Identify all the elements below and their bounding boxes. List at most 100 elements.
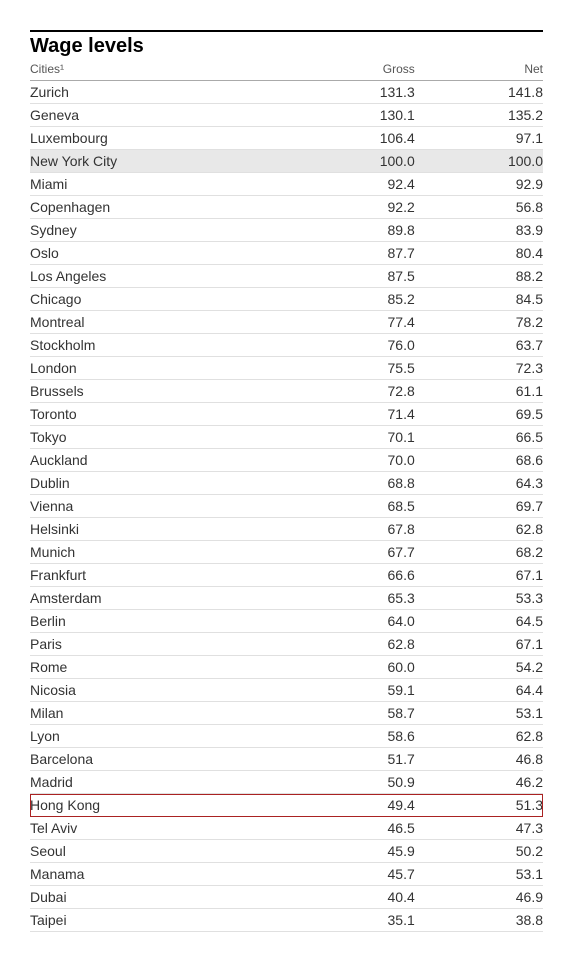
cell-city: Brussels — [30, 380, 287, 403]
cell-gross: 68.8 — [287, 472, 415, 495]
table-row: Oslo87.780.4 — [30, 242, 543, 265]
cell-gross: 77.4 — [287, 311, 415, 334]
cell-gross: 71.4 — [287, 403, 415, 426]
cell-city: Los Angeles — [30, 265, 287, 288]
cell-gross: 106.4 — [287, 127, 415, 150]
cell-gross: 67.7 — [287, 541, 415, 564]
cell-city: New York City — [30, 150, 287, 173]
table-row: Frankfurt66.667.1 — [30, 564, 543, 587]
cell-gross: 72.8 — [287, 380, 415, 403]
cell-gross: 64.0 — [287, 610, 415, 633]
table-row: Luxembourg106.497.1 — [30, 127, 543, 150]
cell-net: 64.3 — [415, 472, 543, 495]
cell-net: 64.5 — [415, 610, 543, 633]
table-row: Seoul45.950.2 — [30, 840, 543, 863]
col-header-net: Net — [415, 58, 543, 81]
table-header-row: Cities¹ Gross Net — [30, 58, 543, 81]
cell-gross: 75.5 — [287, 357, 415, 380]
table-row: Madrid50.946.2 — [30, 771, 543, 794]
table-row: Nicosia59.164.4 — [30, 679, 543, 702]
cell-city: Chicago — [30, 288, 287, 311]
cell-city: Paris — [30, 633, 287, 656]
cell-city: Nicosia — [30, 679, 287, 702]
cell-net: 100.0 — [415, 150, 543, 173]
table-row: Sydney89.883.9 — [30, 219, 543, 242]
table-row: Zurich131.3141.8 — [30, 81, 543, 104]
cell-net: 46.8 — [415, 748, 543, 771]
table-row: Copenhagen92.256.8 — [30, 196, 543, 219]
cell-city: Montreal — [30, 311, 287, 334]
cell-net: 80.4 — [415, 242, 543, 265]
cell-net: 38.8 — [415, 909, 543, 932]
cell-net: 141.8 — [415, 81, 543, 104]
cell-city: Lyon — [30, 725, 287, 748]
col-header-gross: Gross — [287, 58, 415, 81]
cell-net: 64.4 — [415, 679, 543, 702]
table-row: Brussels72.861.1 — [30, 380, 543, 403]
cell-gross: 45.9 — [287, 840, 415, 863]
cell-city: Sydney — [30, 219, 287, 242]
table-row: Los Angeles87.588.2 — [30, 265, 543, 288]
cell-gross: 85.2 — [287, 288, 415, 311]
table-title: Wage levels — [30, 30, 543, 58]
table-row: New York City100.0100.0 — [30, 150, 543, 173]
cell-gross: 87.5 — [287, 265, 415, 288]
table-row: Auckland70.068.6 — [30, 449, 543, 472]
table-row: Rome60.054.2 — [30, 656, 543, 679]
table-body: Zurich131.3141.8Geneva130.1135.2Luxembou… — [30, 81, 543, 932]
cell-gross: 92.4 — [287, 173, 415, 196]
cell-city: Berlin — [30, 610, 287, 633]
cell-gross: 65.3 — [287, 587, 415, 610]
table-row: Geneva130.1135.2 — [30, 104, 543, 127]
cell-net: 84.5 — [415, 288, 543, 311]
col-header-city: Cities¹ — [30, 58, 287, 81]
cell-gross: 60.0 — [287, 656, 415, 679]
cell-net: 46.9 — [415, 886, 543, 909]
cell-gross: 66.6 — [287, 564, 415, 587]
cell-city: Seoul — [30, 840, 287, 863]
cell-net: 62.8 — [415, 518, 543, 541]
cell-city: Auckland — [30, 449, 287, 472]
table-row: Dubai40.446.9 — [30, 886, 543, 909]
cell-net: 68.6 — [415, 449, 543, 472]
cell-city: Miami — [30, 173, 287, 196]
cell-net: 50.2 — [415, 840, 543, 863]
cell-net: 53.3 — [415, 587, 543, 610]
cell-city: Barcelona — [30, 748, 287, 771]
cell-gross: 45.7 — [287, 863, 415, 886]
table-row: Toronto71.469.5 — [30, 403, 543, 426]
cell-gross: 51.7 — [287, 748, 415, 771]
cell-city: Rome — [30, 656, 287, 679]
table-row: Hong Kong49.451.3 — [30, 794, 543, 817]
cell-gross: 131.3 — [287, 81, 415, 104]
table-row: Lyon58.662.8 — [30, 725, 543, 748]
cell-city: Taipei — [30, 909, 287, 932]
cell-city: Helsinki — [30, 518, 287, 541]
cell-net: 135.2 — [415, 104, 543, 127]
cell-city: Frankfurt — [30, 564, 287, 587]
cell-gross: 62.8 — [287, 633, 415, 656]
cell-gross: 46.5 — [287, 817, 415, 840]
table-row: Paris62.867.1 — [30, 633, 543, 656]
table-row: Dublin68.864.3 — [30, 472, 543, 495]
cell-net: 53.1 — [415, 863, 543, 886]
cell-gross: 35.1 — [287, 909, 415, 932]
cell-gross: 59.1 — [287, 679, 415, 702]
table-row: Vienna68.569.7 — [30, 495, 543, 518]
cell-net: 97.1 — [415, 127, 543, 150]
table-row: Montreal77.478.2 — [30, 311, 543, 334]
cell-city: Amsterdam — [30, 587, 287, 610]
cell-net: 83.9 — [415, 219, 543, 242]
cell-net: 67.1 — [415, 633, 543, 656]
cell-city: Dubai — [30, 886, 287, 909]
cell-net: 54.2 — [415, 656, 543, 679]
cell-city: Manama — [30, 863, 287, 886]
cell-city: Vienna — [30, 495, 287, 518]
cell-gross: 130.1 — [287, 104, 415, 127]
cell-gross: 50.9 — [287, 771, 415, 794]
cell-city: Dublin — [30, 472, 287, 495]
cell-gross: 87.7 — [287, 242, 415, 265]
table-row: Tel Aviv46.547.3 — [30, 817, 543, 840]
cell-net: 72.3 — [415, 357, 543, 380]
cell-net: 63.7 — [415, 334, 543, 357]
